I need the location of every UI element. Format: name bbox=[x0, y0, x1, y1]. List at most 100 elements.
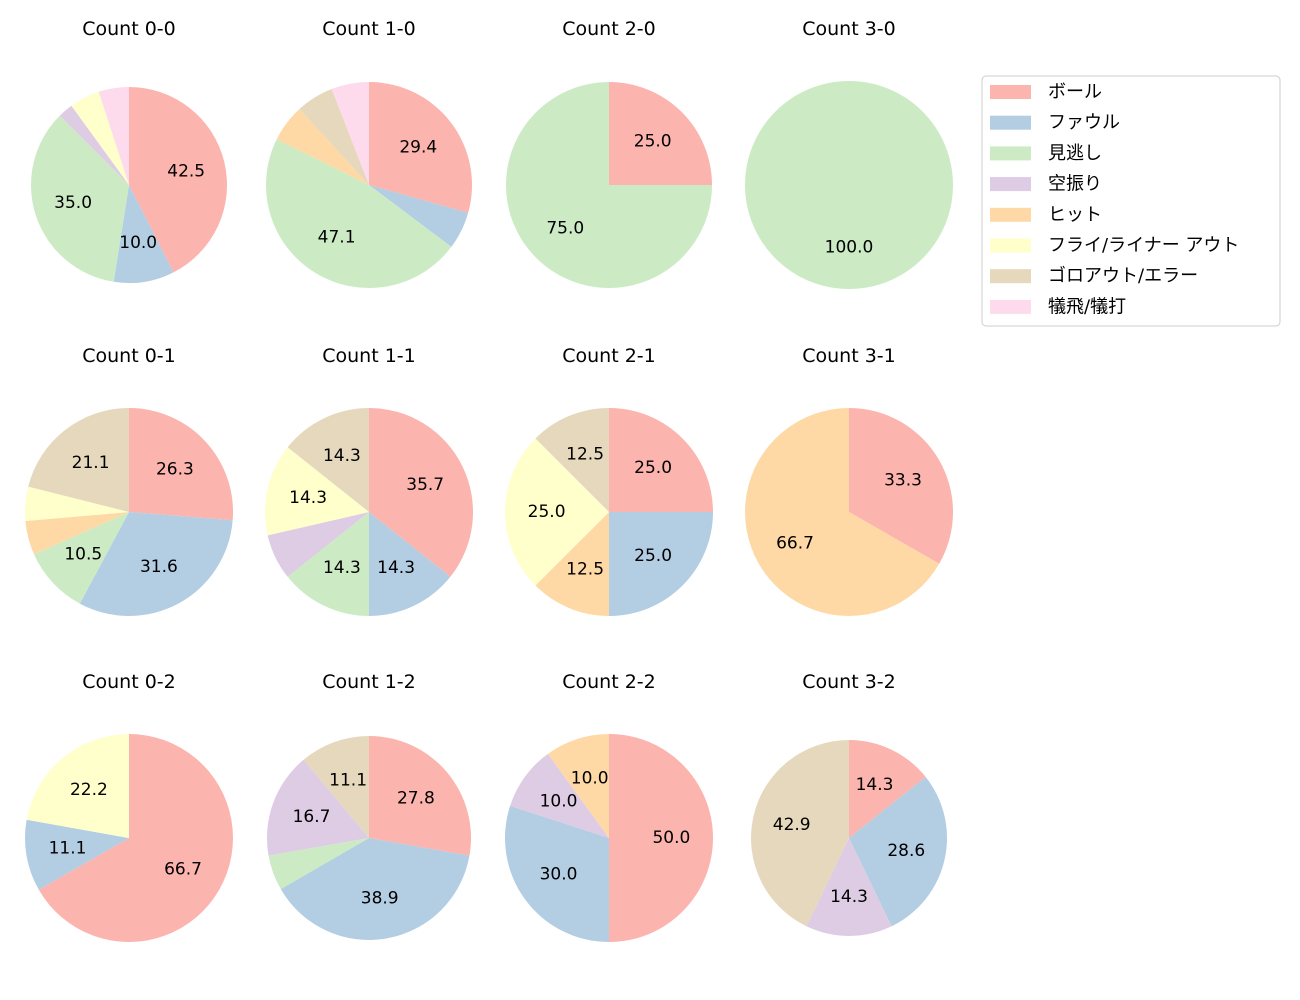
pie-title: Count 3-0 bbox=[802, 18, 896, 40]
legend-swatch bbox=[990, 146, 1031, 161]
pie-title: Count 3-1 bbox=[802, 345, 896, 367]
pie-slice-label: 42.9 bbox=[773, 815, 811, 835]
pie-slice bbox=[79, 512, 233, 617]
legend-label: ボール bbox=[1048, 82, 1102, 103]
pie-slice bbox=[268, 838, 369, 890]
pie-slice bbox=[25, 512, 129, 555]
pie-slice bbox=[849, 740, 926, 838]
pie-title: Count 2-0 bbox=[562, 18, 656, 40]
pie-slice bbox=[287, 512, 369, 616]
pie-chart: Count 0-2 66.7 11.1 22.2 bbox=[25, 671, 233, 942]
pie-slice bbox=[59, 105, 130, 185]
pie-slice-label: 21.1 bbox=[72, 453, 110, 473]
pie-slice bbox=[504, 438, 609, 586]
pie-slice-label: 10.0 bbox=[540, 791, 578, 811]
pie-slice bbox=[113, 185, 174, 283]
pie-slice-label: 31.6 bbox=[140, 557, 178, 577]
pie-slice bbox=[267, 512, 369, 577]
legend-label: 犠飛/犠打 bbox=[1048, 296, 1126, 317]
legend-label: 空振り bbox=[1048, 174, 1102, 195]
pie-title: Count 0-0 bbox=[82, 18, 176, 40]
pie-slice-label: 28.6 bbox=[887, 841, 925, 861]
pie-slice bbox=[806, 838, 892, 936]
pie-title: Count 2-1 bbox=[562, 345, 656, 367]
pie-slice-label: 12.5 bbox=[566, 560, 604, 580]
pie-slice-label: 14.3 bbox=[377, 558, 415, 578]
pie-slice-label: 12.5 bbox=[566, 444, 604, 464]
pie-slice bbox=[535, 408, 609, 512]
legend-swatch bbox=[990, 85, 1031, 99]
pie-slice bbox=[745, 81, 953, 289]
pie-slice-label: 27.8 bbox=[397, 789, 435, 809]
pie-slice-label: 25.0 bbox=[634, 546, 672, 566]
pie-slice bbox=[26, 734, 129, 838]
pie-slice bbox=[276, 108, 369, 185]
pie-slice-label: 75.0 bbox=[546, 219, 584, 239]
pie-title: Count 3-2 bbox=[802, 671, 896, 693]
pie-slice bbox=[609, 82, 712, 185]
pie-slice bbox=[609, 734, 713, 942]
legend-swatch bbox=[990, 177, 1031, 192]
pie-slice bbox=[849, 776, 947, 927]
pie-slice-label: 30.0 bbox=[540, 865, 578, 885]
pie-slice bbox=[331, 82, 369, 185]
legend-swatch bbox=[990, 115, 1031, 130]
pie-slice-label: 38.9 bbox=[361, 888, 399, 908]
pie-chart: Count 3-2 14.3 28.6 14.3 42.9 bbox=[751, 671, 947, 936]
legend-label: ファウル bbox=[1048, 112, 1120, 133]
pie-slice-label: 10.0 bbox=[571, 769, 609, 789]
pie-slice bbox=[287, 408, 369, 512]
legend-frame bbox=[981, 75, 1281, 327]
pie-title: Count 1-2 bbox=[322, 671, 416, 693]
pie-chart: Count 2-1 25.0 25.0 12.5 25.0 12.5 bbox=[504, 345, 713, 616]
legend-label: 見逃し bbox=[1048, 143, 1102, 164]
pie-slice bbox=[849, 408, 954, 564]
pie-chart: Count 3-0 100.0 bbox=[745, 18, 953, 289]
pie-title: Count 2-2 bbox=[562, 671, 656, 693]
pie-chart: Count 2-0 25.0 75.0 bbox=[506, 18, 712, 288]
pie-title: Count 0-2 bbox=[82, 671, 176, 693]
pie-slice-label: 10.0 bbox=[119, 233, 157, 253]
pie-slice bbox=[266, 759, 369, 856]
pie-slice bbox=[506, 82, 712, 288]
pie-slice bbox=[299, 88, 369, 185]
pie-slice-label: 14.3 bbox=[323, 446, 361, 466]
pie-slice-label: 33.3 bbox=[884, 471, 922, 491]
pie-slice-label: 14.3 bbox=[830, 887, 868, 907]
pie-slice-label: 100.0 bbox=[825, 237, 874, 257]
pie-chart: Count 0-0 42.5 10.0 35.0 bbox=[30, 18, 228, 283]
pie-slice bbox=[38, 734, 233, 942]
pie-slice bbox=[547, 734, 609, 838]
pie-slice-label: 11.1 bbox=[329, 771, 367, 791]
pie-slice-label: 25.0 bbox=[528, 502, 566, 522]
pie-slice bbox=[98, 87, 129, 185]
pie-slice bbox=[30, 115, 130, 282]
pie-chart: Count 0-1 26.3 31.6 10.5 21.1 bbox=[25, 345, 234, 617]
pie-slice-label: 29.4 bbox=[399, 138, 437, 158]
pie-slice bbox=[751, 740, 849, 927]
pie-title: Count 1-0 bbox=[322, 18, 416, 40]
pie-slice bbox=[369, 185, 469, 247]
pie-slice bbox=[25, 819, 130, 890]
pie-slice-label: 22.2 bbox=[70, 780, 108, 800]
pie-slice-label: 10.5 bbox=[64, 545, 102, 565]
pie-slice bbox=[510, 753, 609, 838]
pie-chart: Count 3-1 33.3 66.7 bbox=[745, 345, 954, 617]
pie-slice-label: 16.7 bbox=[293, 807, 331, 827]
legend-swatch bbox=[990, 207, 1031, 222]
pie-slice-label: 66.7 bbox=[164, 859, 202, 879]
pie-slice-label: 35.7 bbox=[406, 475, 444, 495]
legend-label: ゴロアウト/エラー bbox=[1048, 266, 1198, 287]
pie-chart: Count 1-2 27.8 38.9 16.7 11.1 bbox=[266, 671, 472, 941]
pie-slice-label: 14.3 bbox=[323, 558, 361, 578]
pie-slice bbox=[25, 486, 129, 521]
pie-slice bbox=[504, 805, 609, 942]
pie-slice bbox=[369, 736, 472, 856]
pie-title: Count 0-1 bbox=[82, 345, 176, 367]
pie-slice bbox=[266, 139, 452, 288]
pie-slice bbox=[265, 447, 369, 536]
pie-slice bbox=[34, 512, 129, 604]
